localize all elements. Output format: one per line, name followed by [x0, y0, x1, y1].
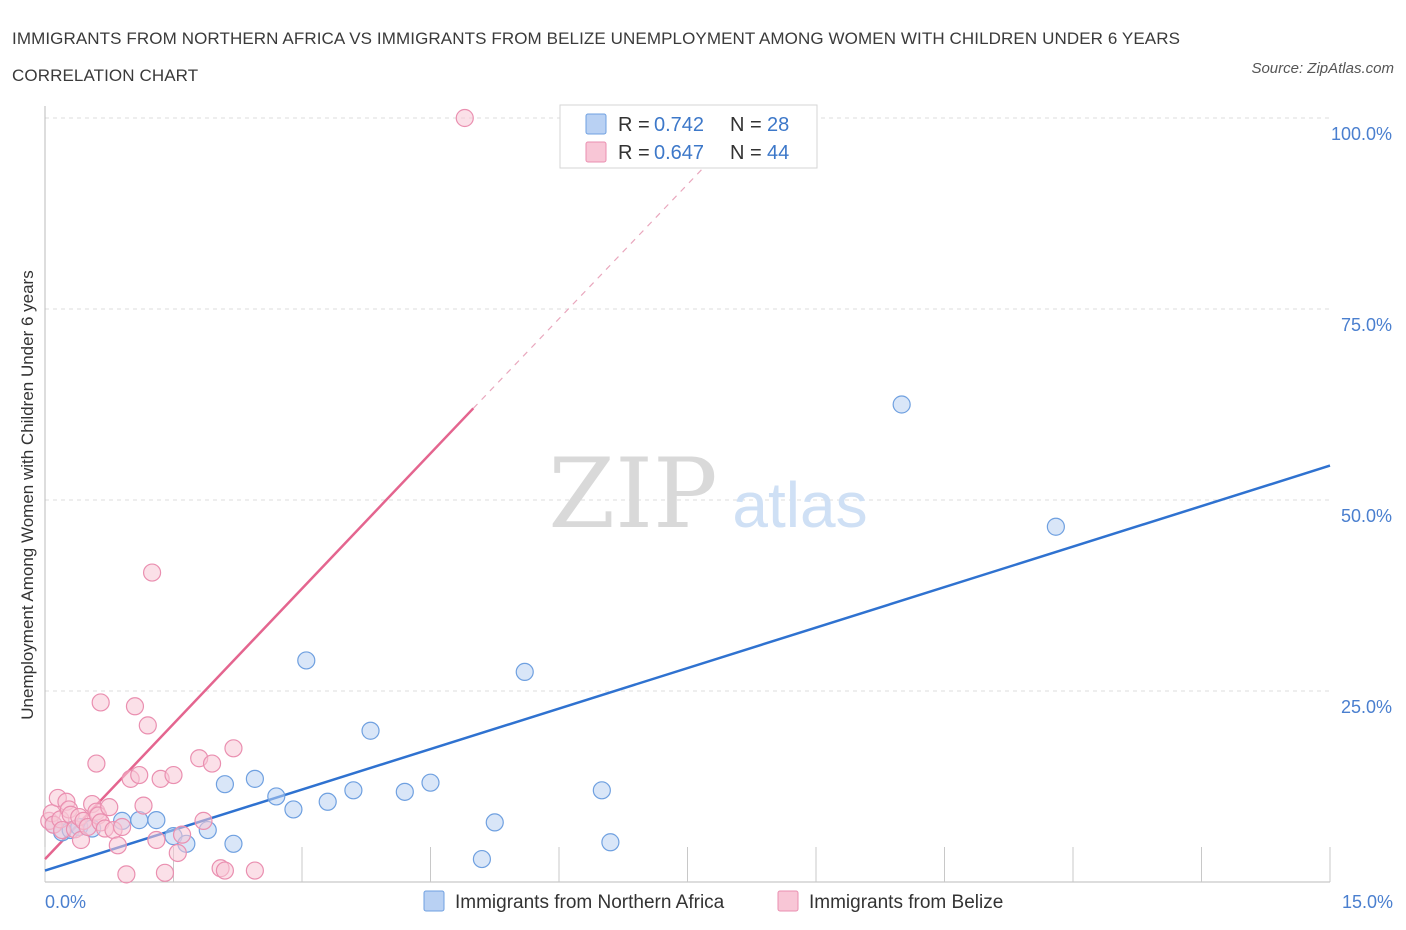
point-belize-42: [215, 861, 234, 880]
point-northern-africa-13: [245, 769, 264, 788]
legend-n-label-1: N =: [730, 114, 762, 136]
series-legend-swatch-northern-africa: [423, 890, 445, 912]
correlation-legend: R = 0.742 N = 28 R = 0.647 N = 44: [559, 104, 818, 169]
point-northern-africa-24: [515, 662, 534, 682]
point-northern-africa-25: [592, 781, 611, 800]
x-tick-label-max: 15.0%: [1342, 892, 1393, 912]
chart-title: IMMIGRANTS FROM NORTHERN AFRICA VS IMMIG…: [12, 29, 1181, 85]
point-northern-africa-11: [224, 834, 243, 853]
legend-swatch-belize: [585, 141, 607, 163]
series-legend: Immigrants from Northern Africa Immigran…: [423, 890, 1003, 913]
point-belize-25: [117, 865, 136, 884]
source-credit: Source: ZipAtlas.com: [1251, 60, 1394, 77]
x-tick-label-min: 0.0%: [45, 892, 86, 912]
point-belize-40: [202, 754, 222, 773]
tick-labels: 25.0% 50.0% 75.0% 100.0% 0.0% 15.0%: [45, 124, 1393, 912]
point-belize-37: [172, 825, 192, 844]
point-northern-africa-7: [147, 811, 166, 830]
legend-n-value-1: 28: [767, 114, 789, 136]
legend-n-label-2: N =: [730, 142, 762, 164]
point-northern-africa-12: [215, 775, 234, 794]
watermark-atlas: atlas: [732, 469, 867, 541]
point-belize-24: [91, 693, 110, 712]
point-northern-africa-23: [485, 813, 504, 832]
y-tick-label-75: 75.0%: [1341, 315, 1392, 335]
point-northern-africa-17: [318, 792, 337, 811]
legend-r-value-2: 0.647: [654, 142, 704, 164]
point-belize-34: [155, 863, 175, 882]
y-tick-label-100: 100.0%: [1331, 124, 1392, 144]
legend-swatch-northern-africa: [585, 113, 607, 135]
point-belize-23: [87, 754, 106, 773]
series-legend-label-northern-africa: Immigrants from Northern Africa: [455, 892, 725, 913]
point-northern-africa-20: [395, 782, 414, 801]
y-tick-label-50: 50.0%: [1341, 506, 1392, 526]
point-northern-africa-21: [421, 773, 440, 792]
point-belize-35: [164, 765, 183, 785]
point-belize-43: [224, 739, 243, 758]
point-northern-africa-26: [601, 833, 620, 852]
point-northern-africa-28: [1046, 517, 1065, 536]
point-belize-39: [194, 811, 213, 830]
point-belize-31: [142, 563, 162, 582]
point-belize-32: [147, 830, 166, 850]
point-belize-19: [100, 798, 119, 817]
point-belize-27: [125, 697, 145, 716]
point-northern-africa-14: [267, 787, 286, 806]
series-legend-label-belize: Immigrants from Belize: [809, 892, 1003, 913]
point-northern-africa-16: [297, 651, 316, 670]
legend-r-label-1: R =: [618, 114, 650, 136]
data-points: [40, 108, 1065, 884]
point-belize-21: [108, 836, 127, 855]
legend-n-value-2: 44: [767, 142, 789, 164]
watermark-zip: ZIP: [548, 438, 717, 550]
axes: [44, 106, 1331, 883]
point-northern-africa-15: [284, 800, 303, 819]
point-belize-28: [130, 765, 149, 785]
point-belize-44: [245, 861, 264, 880]
point-northern-africa-19: [361, 721, 380, 740]
y-tick-label-25: 25.0%: [1341, 697, 1392, 717]
legend-r-label-2: R =: [618, 142, 650, 164]
watermark: ZIP atlas: [548, 438, 867, 550]
series-legend-swatch-belize: [777, 890, 799, 912]
trend-line-belize-extension: [472, 148, 723, 409]
point-belize-30: [138, 716, 157, 735]
point-belize-22: [112, 817, 132, 837]
trend-line-belize: [44, 407, 475, 860]
legend-r-value-1: 0.742: [654, 114, 704, 136]
point-northern-africa-18: [344, 781, 363, 800]
point-northern-africa-27: [892, 395, 911, 414]
trend-line-northern-africa: [44, 464, 1331, 872]
point-belize-29: [134, 796, 153, 815]
grid: [45, 117, 1330, 692]
trend-lines: [44, 148, 1331, 872]
point-belize-36: [168, 843, 187, 863]
point-belize-45: [455, 108, 474, 128]
point-northern-africa-22: [472, 849, 491, 869]
